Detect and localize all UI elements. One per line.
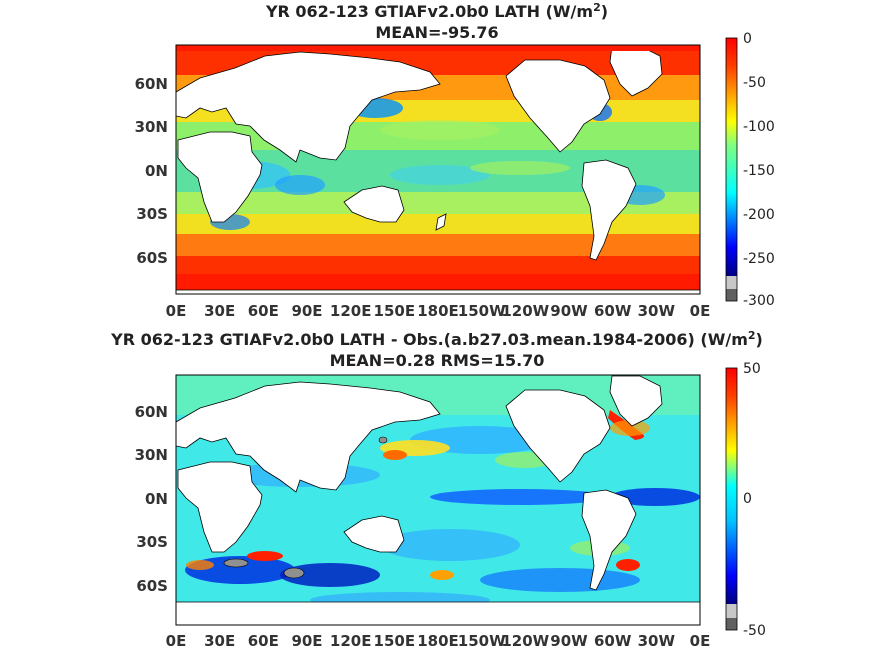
lon-label: 120W [501, 302, 549, 320]
latitude-axis: 60N 30N 0N 30S 60S [135, 75, 168, 267]
colorbar-labels: 0 -50 -100 -150 -200 -250 -300 [743, 31, 775, 309]
lon-label: 0E [166, 302, 187, 320]
lon-label: 30W [638, 302, 676, 320]
cb-label: -250 [743, 251, 775, 267]
cb-label: -300 [743, 293, 775, 309]
map-field [176, 45, 700, 294]
lon-label: 60E [248, 302, 279, 320]
lat-label: 60S [136, 249, 168, 267]
lon-label: 180E [417, 302, 459, 320]
panel-top: YR 062-123 GTIAFv2.0b0 LATH (W/m2) MEAN=… [135, 1, 775, 320]
lat-label: 60N [135, 75, 168, 93]
lon-label: 60E [248, 632, 279, 650]
longitude-axis: 0E 30E 60E 90E 120E 150E 180E 150W 120W … [166, 632, 711, 650]
lon-label: 30W [638, 632, 676, 650]
colorbar-missing [726, 276, 737, 289]
lat-label: 30N [135, 118, 168, 136]
land [176, 45, 700, 294]
lat-label: 60S [136, 577, 168, 595]
lat-label: 0N [145, 162, 168, 180]
land [176, 375, 700, 625]
map-frame [175, 374, 701, 626]
lat-label: 60N [135, 403, 168, 421]
lon-label: 120E [330, 302, 372, 320]
cb-label: -150 [743, 163, 775, 179]
lon-label: 150W [458, 632, 506, 650]
lon-label: 120W [501, 632, 549, 650]
map-frame [175, 44, 701, 295]
cb-label: -50 [743, 623, 766, 639]
colorbar-ramp [726, 38, 737, 276]
cb-label: 50 [743, 361, 761, 377]
lon-label: 150E [374, 632, 416, 650]
lat-label: 30N [135, 446, 168, 464]
panel-bottom: YR 062-123 GTIAFv2.0b0 LATH - Obs.(a.b27… [110, 329, 766, 650]
cb-label: -100 [743, 119, 775, 135]
cb-label: -200 [743, 207, 775, 223]
lon-label: 60W [594, 302, 632, 320]
lon-label: 30E [204, 302, 235, 320]
colorbar-land [726, 289, 737, 301]
panel-title: YR 062-123 GTIAFv2.0b0 LATH - Obs.(a.b27… [110, 329, 763, 349]
panel-mean-stat: MEAN=-95.76 [375, 23, 498, 42]
colorbar: 0 -50 -100 -150 -200 -250 -300 [725, 31, 775, 309]
missing-data [223, 436, 388, 579]
lon-label: 60W [594, 632, 632, 650]
colorbar-labels: 50 0 -50 [743, 361, 766, 639]
lon-label: 90W [550, 302, 588, 320]
lon-label: 90E [291, 632, 322, 650]
lon-label: 180E [417, 632, 459, 650]
longitude-axis: 0E 30E 60E 90E 120E 150E 180E 150W 120W … [166, 302, 711, 320]
lon-label: 150E [374, 302, 416, 320]
colorbar: 50 0 -50 [725, 361, 766, 639]
lat-label: 30S [136, 533, 168, 551]
lat-label: 0N [145, 490, 168, 508]
latitude-axis: 60N 30N 0N 30S 60S [135, 403, 168, 595]
map-field [176, 375, 700, 625]
colorbar-missing [726, 604, 737, 618]
cb-label: -50 [743, 75, 766, 91]
cb-label: 0 [743, 31, 752, 47]
cb-label: 0 [743, 491, 752, 507]
colorbar-ramp [726, 368, 737, 604]
colorbar-land [726, 618, 737, 630]
lon-label: 30E [204, 632, 235, 650]
lon-label: 0E [690, 632, 711, 650]
panel-stats: MEAN=0.28 RMS=15.70 [330, 351, 545, 370]
lon-label: 150W [458, 302, 506, 320]
lon-label: 90W [550, 632, 588, 650]
lon-label: 120E [330, 632, 372, 650]
lon-label: 0E [166, 632, 187, 650]
lon-label: 90E [291, 302, 322, 320]
lon-label: 0E [690, 302, 711, 320]
lat-label: 30S [136, 205, 168, 223]
panel-title: YR 062-123 GTIAFv2.0b0 LATH (W/m2) [265, 1, 608, 21]
